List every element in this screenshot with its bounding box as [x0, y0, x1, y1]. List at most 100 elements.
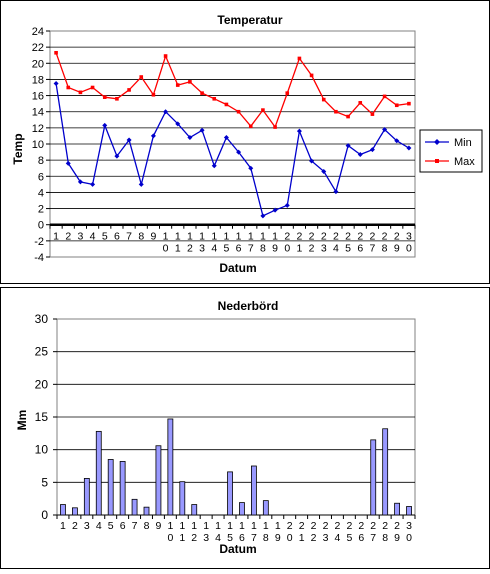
temperature-y-tick-label: 16 — [32, 91, 44, 103]
precipitation-x-tick-label: 9 — [275, 532, 281, 544]
temperature-max-point — [309, 73, 314, 78]
precipitation-bar — [394, 502, 401, 516]
precipitation-x-tick-label: 1 — [167, 520, 173, 532]
precipitation-x-tick-label: 6 — [239, 532, 245, 544]
temperature-max-point — [382, 94, 387, 99]
temperature-x-tick-label: 0 — [284, 243, 290, 255]
temperature-max-point — [127, 88, 131, 92]
temperature-x-tick-label: 1 — [187, 231, 193, 243]
temperature-y-tick-label: 12 — [32, 123, 44, 135]
precipitation-y-tick-label: 20 — [35, 377, 49, 391]
precipitation-x-tick-label: 1 — [191, 520, 197, 532]
temperature-x-tick-label: 4 — [90, 231, 96, 243]
temperature-max-point — [407, 101, 411, 106]
temperature-min-point — [260, 213, 266, 219]
precipitation-bar — [382, 428, 389, 516]
precipitation-x-tick-label: 2 — [72, 520, 78, 532]
temperature-x-tick-label: 2 — [187, 243, 193, 255]
temperature-max-point — [188, 80, 192, 84]
precipitation-x-tick-label: 7 — [251, 532, 257, 544]
temperature-x-tick-label: 8 — [382, 243, 388, 255]
temperature-min-point — [406, 145, 412, 151]
precipitation-bar — [119, 461, 126, 516]
precipitation-y-tick-label: 0 — [41, 508, 48, 522]
temperature-x-tick-label: 1 — [53, 231, 59, 243]
temperature-x-tick-label: 8 — [138, 231, 144, 243]
precipitation-x-tick-label: 4 — [96, 520, 102, 532]
precipitation-y-tick-labels: 0 5 10 15 20 25 30 — [35, 312, 49, 522]
precipitation-x-tick-label: 2 — [358, 520, 364, 532]
precipitation-x-tick-label: 1 — [179, 532, 185, 544]
temperature-max-point — [236, 109, 241, 114]
precipitation-y-tick-label: 10 — [35, 443, 49, 457]
precipitation-x-tick-label: 1 — [263, 520, 269, 532]
precipitation-x-tick-label: 0 — [406, 532, 412, 544]
temperature-x-tick-label: 3 — [199, 243, 205, 255]
precipitation-x-tick-label: 9 — [156, 520, 162, 532]
precipitation-y-tick-label: 25 — [35, 345, 49, 359]
precipitation-x-tick-label: 2 — [382, 520, 388, 532]
precipitation-x-tick-label: 2 — [394, 520, 400, 532]
precipitation-bar — [250, 465, 257, 516]
temperature-series-min-line — [55, 83, 410, 217]
temperature-min-point — [272, 207, 278, 213]
temperature-legend: Min Max — [419, 129, 483, 173]
precipitation-x-tick-label: 2 — [191, 532, 197, 544]
precipitation-bar — [95, 430, 102, 516]
temperature-x-tick-label: 4 — [211, 243, 217, 255]
temperature-gridlines — [46, 30, 416, 258]
temperature-y-tick-label: 6 — [38, 171, 44, 183]
temperature-x-tick-label: 0 — [163, 243, 169, 255]
temperature-max-point — [358, 101, 363, 105]
precipitation-x-axis-label: Datum — [219, 542, 256, 556]
legend-max-marker — [435, 159, 439, 163]
precipitation-x-tick-label: 1 — [275, 520, 281, 532]
precipitation-y-tick-label: 30 — [35, 312, 49, 326]
precipitation-x-tick-label: 8 — [382, 532, 388, 544]
precipitation-x-tick-label: 2 — [299, 520, 305, 532]
temperature-x-tick-label: 1 — [163, 231, 169, 243]
temperature-min-point — [163, 109, 169, 115]
temperature-x-tick-label: 1 — [296, 243, 302, 255]
temperature-x-tick-label: 1 — [211, 231, 217, 243]
precipitation-bar — [191, 504, 198, 516]
precipitation-bar — [370, 439, 377, 516]
temperature-min-point — [138, 181, 144, 187]
temperature-max-point — [66, 85, 71, 90]
temperature-max-point — [200, 91, 204, 95]
precipitation-title: Nederbörd — [218, 299, 279, 313]
temperature-y-tick-label: 4 — [38, 187, 44, 199]
precipitation-x-tick-label: 0 — [287, 532, 293, 544]
temperature-y-axis-label: Temp — [11, 133, 25, 164]
temperature-x-tick-label: 0 — [406, 243, 412, 255]
legend-box — [419, 129, 483, 173]
precipitation-x-tick-label: 8 — [263, 532, 269, 544]
precipitation-x-tick-label: 1 — [215, 520, 221, 532]
precipitation-x-tick-label: 0 — [167, 532, 173, 544]
temperature-min-point — [248, 165, 254, 171]
precipitation-x-tick-label: 2 — [311, 520, 317, 532]
precipitation-bar — [167, 418, 174, 516]
precipitation-x-tick-label: 1 — [251, 520, 257, 532]
temperature-max-point — [285, 91, 290, 95]
temperature-x-tick-label: 1 — [199, 231, 205, 243]
precipitation-x-tick-label: 2 — [323, 520, 329, 532]
temperature-min-point — [309, 158, 315, 164]
precipitation-x-tick-label: 4 — [335, 532, 341, 544]
temperature-min-point — [175, 121, 181, 127]
temperature-max-point — [261, 108, 265, 112]
temperature-min-point — [150, 133, 156, 139]
temperature-y-tick-label: -4 — [34, 252, 44, 264]
precipitation-x-tick-label: 3 — [203, 532, 209, 544]
temperature-x-tick-label: 1 — [236, 231, 242, 243]
precipitation-bar — [72, 507, 78, 516]
temperature-x-tick-label: 2 — [309, 243, 315, 255]
temperature-x-tick-label: 2 — [345, 231, 351, 243]
precipitation-bar — [131, 498, 138, 516]
temperature-x-tick-label: 1 — [272, 231, 278, 243]
temperature-x-tick-label: 1 — [260, 231, 266, 243]
precipitation-bar — [239, 502, 245, 516]
temperature-max-point — [212, 97, 217, 101]
